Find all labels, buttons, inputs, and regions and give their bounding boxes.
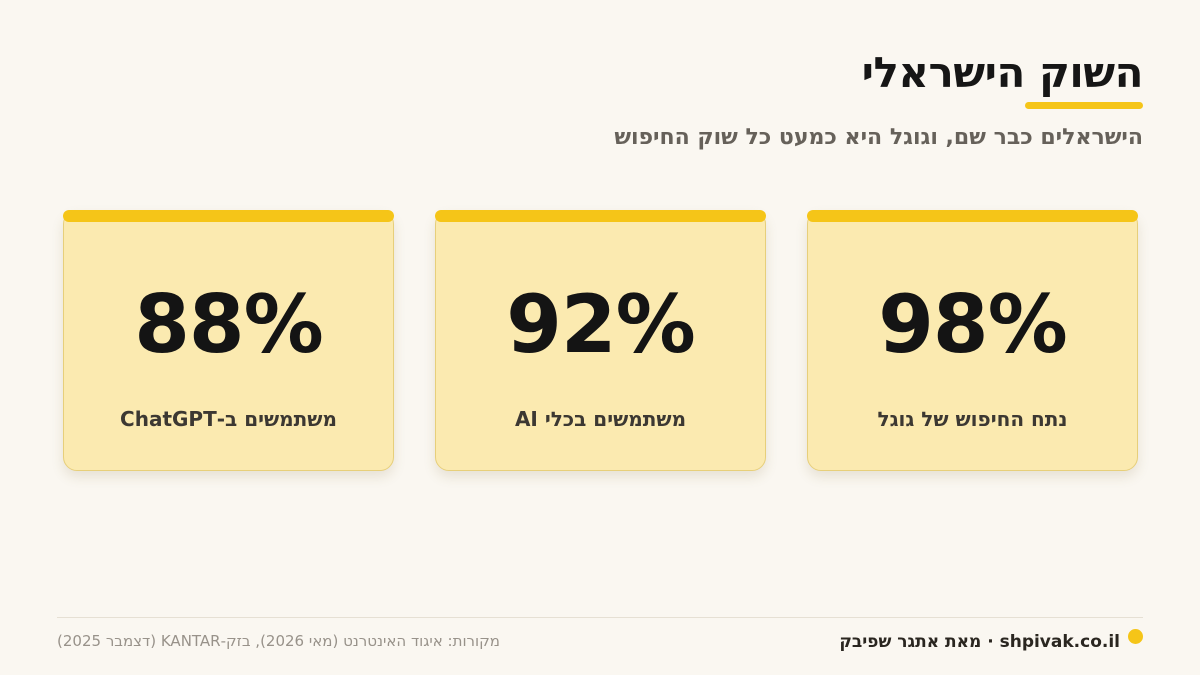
stat-card-ai-users: 92% משתמשים בכלי AI xyxy=(435,210,766,471)
stat-card-chatgpt-users: 88% משתמשים ב-ChatGPT xyxy=(63,210,394,471)
footer-sources: מקורות: איגוד האינטרנט (מאי 2026), בזק-K… xyxy=(57,632,500,650)
card-accent-bar xyxy=(63,210,394,222)
stat-value: 98% xyxy=(878,278,1067,371)
footer-divider xyxy=(57,617,1143,618)
stat-label: משתמשים ב-ChatGPT xyxy=(120,407,337,431)
stat-card-google-share: 98% נתח החיפוש של גוגל xyxy=(807,210,1138,471)
stat-cards: 98% נתח החיפוש של גוגל 92% משתמשים בכלי … xyxy=(0,210,1200,472)
page-subtitle: הישראלים כבר שם, וגוגל היא כמעט כל שוק ה… xyxy=(614,125,1143,150)
stat-label: נתח החיפוש של גוגל xyxy=(877,407,1068,431)
title-underline xyxy=(1025,102,1143,109)
brand-dot-icon xyxy=(1128,629,1143,644)
stat-value: 92% xyxy=(506,278,695,371)
stat-label: משתמשים בכלי AI xyxy=(514,407,687,431)
card-accent-bar xyxy=(807,210,1138,222)
page-title: השוק הישראלי xyxy=(861,48,1144,97)
card-accent-bar xyxy=(435,210,766,222)
stat-value: 88% xyxy=(134,278,323,371)
footer-brand: shpivak.co.il · מאת אתגר שפיבק xyxy=(839,632,1120,652)
